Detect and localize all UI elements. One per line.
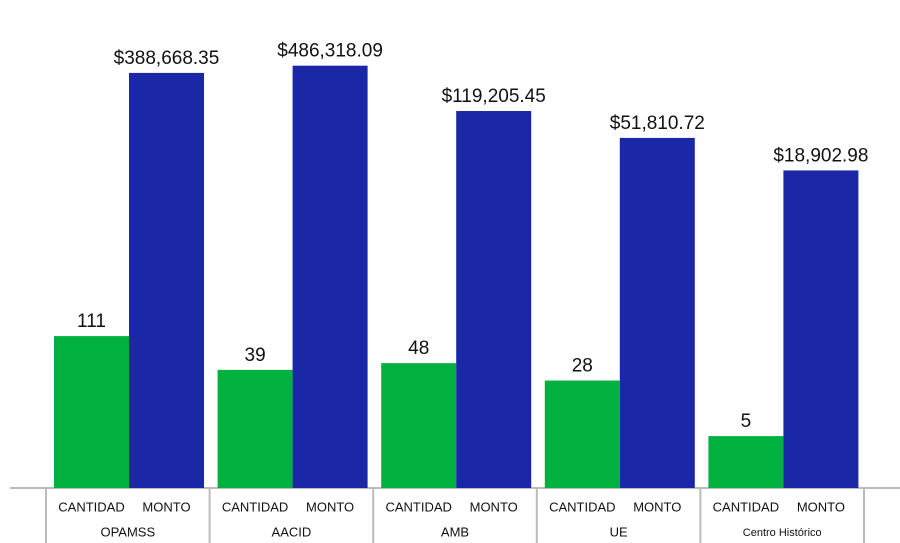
series-label: MONTO: [797, 499, 845, 514]
value-label: 111: [77, 311, 106, 332]
bar: [381, 363, 457, 488]
value-label: 48: [408, 338, 429, 359]
value-label: 28: [572, 356, 593, 377]
value-label: $18,902.98: [773, 145, 868, 166]
series-label: MONTO: [142, 499, 190, 514]
series-label: CANTIDAD: [385, 499, 451, 514]
series-label: MONTO: [306, 499, 354, 514]
value-label: 5: [741, 411, 752, 432]
bar: [619, 137, 695, 488]
value-label: $486,318.09: [277, 41, 383, 62]
series-label: MONTO: [633, 499, 681, 514]
series-label: MONTO: [470, 499, 518, 514]
bar: [708, 436, 784, 488]
series-label: CANTIDAD: [713, 499, 779, 514]
bar: [129, 72, 204, 489]
value-label: $388,668.35: [114, 48, 220, 69]
x-tick-label: OPAMSS: [100, 524, 155, 539]
value-label: $119,205.45: [442, 86, 546, 107]
bar: [217, 369, 293, 488]
series-label: CANTIDAD: [549, 499, 615, 514]
bar: [783, 170, 859, 488]
series-label: CANTIDAD: [222, 499, 288, 514]
value-label: $51,810.72: [610, 113, 705, 134]
x-tick-label: Centro Histórico: [743, 527, 822, 539]
bar: [292, 65, 368, 489]
x-tick-label: AMB: [441, 524, 469, 539]
value-label: 39: [245, 345, 266, 366]
x-tick-label: AACID: [272, 524, 312, 539]
x-tick-label: UE: [610, 524, 628, 539]
bar: [544, 380, 620, 488]
bar: [54, 336, 129, 488]
bar: [456, 111, 532, 488]
series-label: CANTIDAD: [58, 499, 124, 514]
